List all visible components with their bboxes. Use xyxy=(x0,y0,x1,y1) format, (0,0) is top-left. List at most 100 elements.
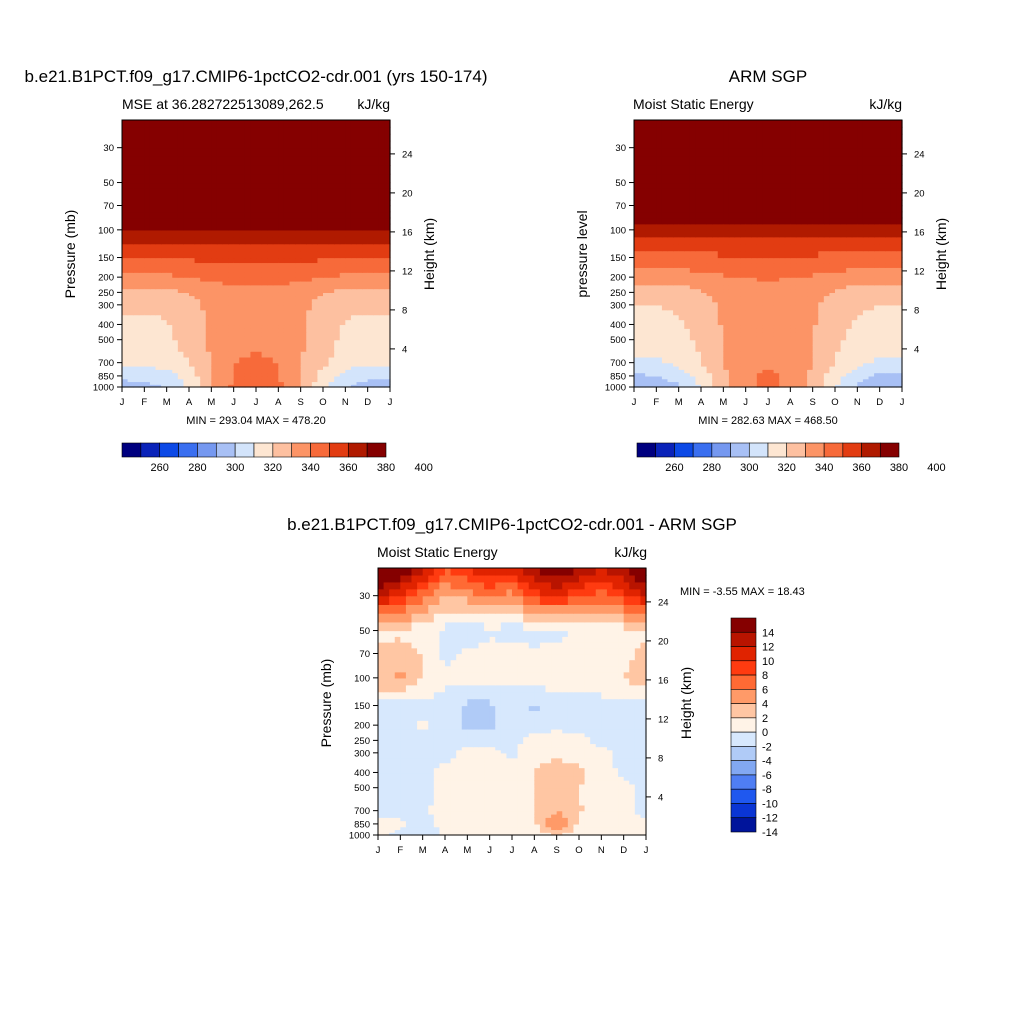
contour-cell xyxy=(156,183,162,189)
contour-cell xyxy=(250,188,256,194)
contour-cell xyxy=(178,289,184,293)
contour-cell xyxy=(323,251,329,259)
contour-cell xyxy=(128,277,134,281)
contour-cell xyxy=(656,165,662,174)
contour-cell xyxy=(334,289,340,293)
contour-cell xyxy=(206,285,212,289)
contour-cell xyxy=(156,336,162,340)
contour-cell xyxy=(757,134,763,142)
contour-cell xyxy=(329,141,335,149)
contour-cell xyxy=(262,183,268,189)
contour-cell xyxy=(779,212,785,219)
contour-cell xyxy=(351,174,357,183)
contour-cell xyxy=(357,277,363,281)
contour-cell xyxy=(640,328,646,332)
contour-cell xyxy=(634,310,640,316)
contour-cell xyxy=(746,251,752,259)
contour-cell xyxy=(712,324,718,328)
contour-cell xyxy=(239,281,245,285)
contour-cell xyxy=(329,345,335,351)
contour-cell xyxy=(841,262,847,268)
contour-cell xyxy=(740,315,746,321)
contour-cell xyxy=(167,188,173,194)
contour-cell xyxy=(723,141,729,149)
contour-cell xyxy=(796,315,802,321)
contour-cell xyxy=(323,141,329,149)
contour-cell xyxy=(278,200,284,206)
contour-cell xyxy=(362,351,368,357)
contour-cell xyxy=(290,188,296,194)
contour-cell xyxy=(211,305,217,311)
contour-cell xyxy=(774,258,780,264)
colorbar-box xyxy=(254,443,273,457)
contour-cell xyxy=(746,357,752,363)
contour-cell xyxy=(690,212,696,219)
contour-cell xyxy=(818,188,824,194)
contour-cell xyxy=(178,141,184,149)
contour-cell xyxy=(256,251,262,259)
contour-cell xyxy=(841,212,847,219)
contour-cell xyxy=(869,285,875,289)
contour-cell xyxy=(161,277,167,281)
contour-cell xyxy=(234,320,240,326)
contour-cell xyxy=(790,305,796,311)
contour-cell xyxy=(245,357,251,363)
contour-cell xyxy=(885,305,891,311)
contour-cell xyxy=(841,156,847,165)
contour-cell xyxy=(133,285,139,289)
contour-cell xyxy=(301,237,307,245)
contour-cell xyxy=(323,183,329,189)
contour-cell xyxy=(774,251,780,259)
contour-cell xyxy=(267,277,273,281)
contour-cell xyxy=(640,174,646,183)
contour-cell xyxy=(634,340,640,346)
contour-cell xyxy=(869,277,875,281)
contour-cell xyxy=(234,188,240,194)
contour-cell xyxy=(785,156,791,165)
contour-cell xyxy=(668,251,674,259)
contour-cell xyxy=(841,200,847,206)
contour-cell xyxy=(735,328,741,332)
contour-cell xyxy=(329,328,335,332)
contour-cell xyxy=(178,165,184,174)
contour-cell xyxy=(829,320,835,326)
contour-cell xyxy=(874,305,880,311)
contour-cell xyxy=(273,200,279,206)
contour-cell xyxy=(312,206,318,213)
contour-cell xyxy=(813,332,819,336)
contour-cell xyxy=(645,251,651,259)
contour-cell xyxy=(701,328,707,332)
contour-cell xyxy=(368,206,374,213)
contour-cell xyxy=(128,134,134,142)
contour-cell xyxy=(290,224,296,231)
contour-cell xyxy=(712,267,718,273)
contour-cell xyxy=(701,340,707,346)
contour-cell xyxy=(818,244,824,252)
contour-cell xyxy=(813,324,819,328)
contour-cell xyxy=(813,200,819,206)
contour-cell xyxy=(846,194,852,200)
contour-cell xyxy=(256,200,262,206)
contour-cell xyxy=(239,237,245,245)
colorbar-label: 300 xyxy=(226,462,244,474)
contour-cell xyxy=(206,230,212,238)
contour-cell xyxy=(779,224,785,231)
contour-cell xyxy=(301,134,307,142)
contour-cell xyxy=(139,285,145,289)
contour-cell xyxy=(863,194,869,200)
contour-cell xyxy=(295,351,301,357)
contour-cell xyxy=(852,183,858,189)
contour-cell xyxy=(273,244,279,252)
contour-cell xyxy=(891,244,897,252)
contour-cell xyxy=(256,141,262,149)
contour-cell xyxy=(206,224,212,231)
contour-cell xyxy=(651,332,657,336)
contour-cell xyxy=(250,277,256,281)
contour-cell xyxy=(345,281,351,285)
contour-cell xyxy=(746,336,752,340)
contour-cell xyxy=(156,212,162,219)
contour-cell xyxy=(223,237,229,245)
contour-cell xyxy=(684,272,690,278)
contour-cell xyxy=(306,141,312,149)
contour-cell xyxy=(846,212,852,219)
